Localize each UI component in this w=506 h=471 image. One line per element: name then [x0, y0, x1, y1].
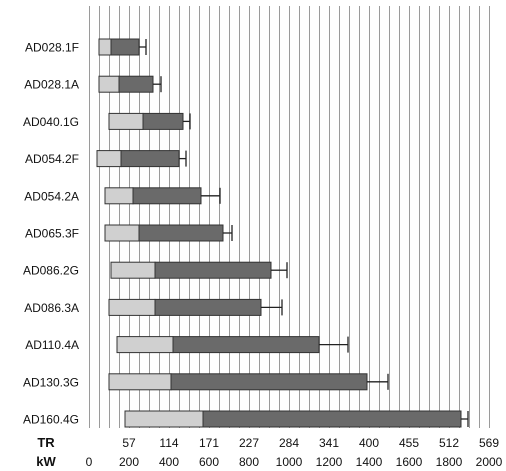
tr-tick-label: 455 — [399, 436, 419, 450]
bar-segment-dark — [170, 373, 368, 391]
tr-tick-label: 341 — [319, 436, 339, 450]
category-label: AD086.3A — [24, 301, 79, 315]
category-label: AD086.2G — [23, 264, 79, 278]
kw-tick-label: 800 — [239, 455, 259, 469]
kw-tick-label: 1000 — [276, 455, 303, 469]
kw-tick-label: 600 — [199, 455, 219, 469]
bar-segment-light — [110, 261, 156, 279]
error-bars — [139, 39, 469, 427]
tr-tick-label: 57 — [122, 436, 136, 450]
bar-segment-light — [124, 410, 204, 428]
category-label: AD130.3G — [23, 375, 79, 389]
bar-segment-dark — [154, 298, 262, 316]
category-label: AD054.2A — [24, 189, 79, 203]
bar-segment-dark — [132, 187, 202, 205]
kw-tick-label: 1400 — [356, 455, 383, 469]
bar-segment-light — [96, 150, 122, 168]
kw-axis-label: kW — [36, 454, 56, 469]
category-labels: AD028.1F AD028.1A AD040.1G AD054.2F AD054.2A… — [23, 41, 79, 427]
bar-segment-light — [108, 298, 156, 316]
bar-segment-light — [108, 373, 172, 391]
category-label: AD054.2F — [25, 152, 79, 166]
tr-axis-label: TR — [37, 435, 55, 450]
bar-segment-light — [98, 75, 120, 93]
tr-tick-label: 400 — [359, 436, 379, 450]
bars — [96, 38, 462, 428]
kw-tick-label: 200 — [119, 455, 139, 469]
bar-segment-dark — [110, 38, 140, 56]
tr-tick-label: 569 — [479, 436, 499, 450]
bar-segment-light — [104, 187, 134, 205]
kw-tick-label: 0 — [86, 455, 93, 469]
bar-segment-dark — [202, 410, 462, 428]
category-label: AD028.1F — [25, 41, 79, 55]
category-label: AD028.1A — [24, 78, 79, 92]
bar-segment-light — [116, 336, 174, 354]
bar-segment-dark — [138, 224, 224, 242]
kw-tick-label: 1600 — [396, 455, 423, 469]
bar-segment-light — [108, 112, 144, 130]
tr-tick-label: 227 — [239, 436, 259, 450]
category-label: AD160.4G — [23, 413, 79, 427]
x-axes: TR kW 57 114 171 227 284 341 400 455 512 569 0 200 4… — [36, 435, 502, 469]
bar-segment-dark — [118, 75, 154, 93]
tr-tick-label: 171 — [199, 436, 219, 450]
bar-segment-light — [104, 224, 140, 242]
kw-tick-label: 1200 — [316, 455, 343, 469]
kw-tick-label: 2000 — [476, 455, 503, 469]
tr-tick-label: 114 — [159, 436, 178, 450]
bar-segment-dark — [154, 261, 272, 279]
tr-tick-label: 512 — [439, 436, 459, 450]
kw-tick-label: 1800 — [436, 455, 463, 469]
bar-segment-light — [98, 38, 112, 56]
category-label: AD110.4A — [25, 338, 79, 352]
bar-segment-dark — [142, 112, 184, 130]
category-label: AD065.3F — [25, 227, 79, 241]
gridlines — [89, 6, 490, 428]
kw-tick-label: 400 — [159, 455, 179, 469]
tr-tick-label: 284 — [279, 436, 299, 450]
category-label: AD040.1G — [23, 115, 79, 129]
bar-segment-dark — [120, 150, 180, 168]
bar-segment-dark — [172, 336, 320, 354]
